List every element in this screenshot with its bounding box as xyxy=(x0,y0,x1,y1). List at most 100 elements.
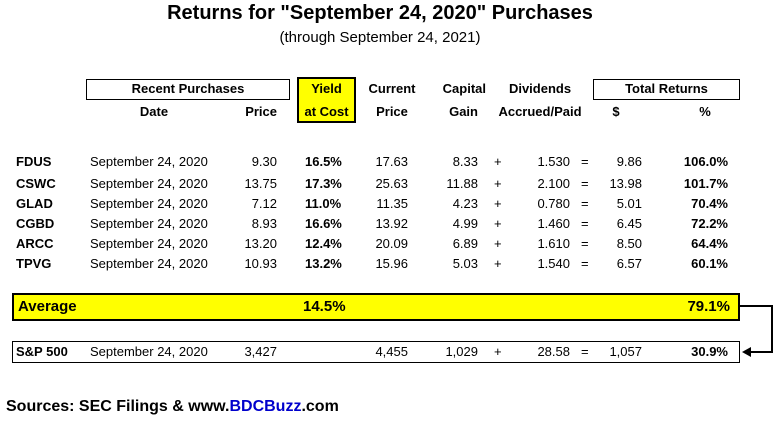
plus-sign: + xyxy=(494,196,502,211)
average-yield: 14.5% xyxy=(303,298,346,315)
price-cell: 13.20 xyxy=(244,236,277,251)
dividends-cell: 1.460 xyxy=(537,216,570,231)
connector-arrow-icon xyxy=(740,305,773,357)
total-percent-cell: 72.2% xyxy=(691,216,728,231)
ticker-cell: TPVG xyxy=(16,256,52,271)
sp500-row: S&P 500 September 24, 2020 3,427 4,455 1… xyxy=(0,344,784,364)
table-row: ARCC September 24, 2020 13.20 12.4% 20.0… xyxy=(0,236,784,256)
total-returns-header-box xyxy=(593,79,740,100)
total-dollar-cell: 6.57 xyxy=(616,256,642,271)
capital-gain-cell: 4.99 xyxy=(452,216,478,231)
total-percent-cell: 101.7% xyxy=(683,176,728,191)
current-price-cell: 20.09 xyxy=(375,236,408,251)
dividends-header-line1: Dividends xyxy=(508,81,572,96)
recent-purchases-header-box xyxy=(86,79,290,100)
table-row: CSWC September 24, 2020 13.75 17.3% 25.6… xyxy=(0,176,784,196)
recent-purchases-header: Recent Purchases xyxy=(131,81,245,96)
ticker-cell: S&P 500 xyxy=(16,344,68,359)
equals-sign: = xyxy=(581,344,589,359)
current-price-cell: 4,455 xyxy=(375,344,408,359)
sources-footer: Sources: SEC Filings & www.BDCBuzz.com xyxy=(6,398,339,416)
dividends-header-line2: Accrued/Paid xyxy=(498,104,582,119)
total-percent-cell: 30.9% xyxy=(691,344,728,359)
capital-gain-cell: 6.89 xyxy=(452,236,478,251)
date-header: Date xyxy=(139,104,169,119)
percent-header: % xyxy=(699,104,711,119)
average-row-highlight xyxy=(12,293,740,321)
table-row: GLAD September 24, 2020 7.12 11.0% 11.35… xyxy=(0,196,784,216)
equals-sign: = xyxy=(581,154,589,169)
yield-cell: 11.0% xyxy=(305,196,342,211)
yield-header-line1: Yield xyxy=(311,81,342,96)
yield-cell: 13.2% xyxy=(305,256,342,271)
equals-sign: = xyxy=(581,236,589,251)
dividends-cell: 2.100 xyxy=(537,176,570,191)
total-dollar-cell: 13.98 xyxy=(609,176,642,191)
dividends-cell: 1.530 xyxy=(537,154,570,169)
table-row: TPVG September 24, 2020 10.93 13.2% 15.9… xyxy=(0,256,784,276)
capital-gain-cell: 1,029 xyxy=(445,344,478,359)
total-returns-header: Total Returns xyxy=(625,81,708,96)
table-row: FDUS September 24, 2020 9.30 16.5% 17.63… xyxy=(0,154,784,174)
plus-sign: + xyxy=(494,216,502,231)
date-cell: September 24, 2020 xyxy=(90,216,208,231)
current-price-cell: 17.63 xyxy=(375,154,408,169)
bdcbuzz-link[interactable]: BDCBuzz xyxy=(229,398,302,415)
date-cell: September 24, 2020 xyxy=(90,236,208,251)
dollar-header: $ xyxy=(612,104,620,119)
plus-sign: + xyxy=(494,236,502,251)
current-price-cell: 15.96 xyxy=(375,256,408,271)
total-dollar-cell: 5.01 xyxy=(616,196,642,211)
price-header: Price xyxy=(245,104,277,119)
date-cell: September 24, 2020 xyxy=(90,196,208,211)
yield-header-line2: at Cost xyxy=(304,104,349,119)
capital-gain-cell: 4.23 xyxy=(452,196,478,211)
date-cell: September 24, 2020 xyxy=(90,344,208,359)
total-percent-cell: 64.4% xyxy=(691,236,728,251)
ticker-cell: ARCC xyxy=(16,236,54,251)
yield-cell: 17.3% xyxy=(305,176,342,191)
capital-gain-cell: 11.88 xyxy=(446,176,478,191)
yield-header-box xyxy=(297,77,356,123)
plus-sign: + xyxy=(494,176,502,191)
average-label: Average xyxy=(18,298,77,315)
dividends-cell: 1.540 xyxy=(537,256,570,271)
page-subtitle: (through September 24, 2021) xyxy=(279,29,481,46)
dividends-cell: 0.780 xyxy=(537,196,570,211)
date-cell: September 24, 2020 xyxy=(90,256,208,271)
yield-cell: 16.6% xyxy=(305,216,342,231)
ticker-cell: GLAD xyxy=(16,196,53,211)
price-cell: 8.93 xyxy=(251,216,277,231)
equals-sign: = xyxy=(581,216,589,231)
price-cell: 7.12 xyxy=(251,196,277,211)
price-cell: 3,427 xyxy=(244,344,277,359)
total-percent-cell: 60.1% xyxy=(691,256,728,271)
current-price-cell: 25.63 xyxy=(375,176,408,191)
current-price-cell: 13.92 xyxy=(375,216,408,231)
total-dollar-cell: 9.86 xyxy=(616,154,642,169)
equals-sign: = xyxy=(581,196,589,211)
price-cell: 13.75 xyxy=(244,176,277,191)
page-title: Returns for "September 24, 2020" Purchas… xyxy=(167,2,593,24)
total-dollar-cell: 6.45 xyxy=(616,216,642,231)
plus-sign: + xyxy=(494,344,502,359)
yield-cell: 16.5% xyxy=(305,154,342,169)
table-row: CGBD September 24, 2020 8.93 16.6% 13.92… xyxy=(0,216,784,236)
sources-prefix: Sources: SEC Filings & www. xyxy=(6,398,230,415)
average-total-percent: 79.1% xyxy=(687,298,730,315)
current-header-line2: Price xyxy=(376,104,408,119)
ticker-cell: CSWC xyxy=(16,176,56,191)
equals-sign: = xyxy=(581,256,589,271)
sp500-row-box xyxy=(12,341,740,363)
plus-sign: + xyxy=(494,256,502,271)
capital-header-line2: Gain xyxy=(449,104,478,119)
total-percent-cell: 106.0% xyxy=(683,154,728,169)
dividends-cell: 1.610 xyxy=(537,236,570,251)
sources-suffix: .com xyxy=(301,398,339,415)
dividends-cell: 28.58 xyxy=(537,344,570,359)
capital-gain-cell: 8.33 xyxy=(452,154,478,169)
price-cell: 10.93 xyxy=(244,256,277,271)
plus-sign: + xyxy=(494,154,502,169)
current-price-cell: 11.35 xyxy=(376,196,408,211)
yield-cell: 12.4% xyxy=(305,236,342,251)
